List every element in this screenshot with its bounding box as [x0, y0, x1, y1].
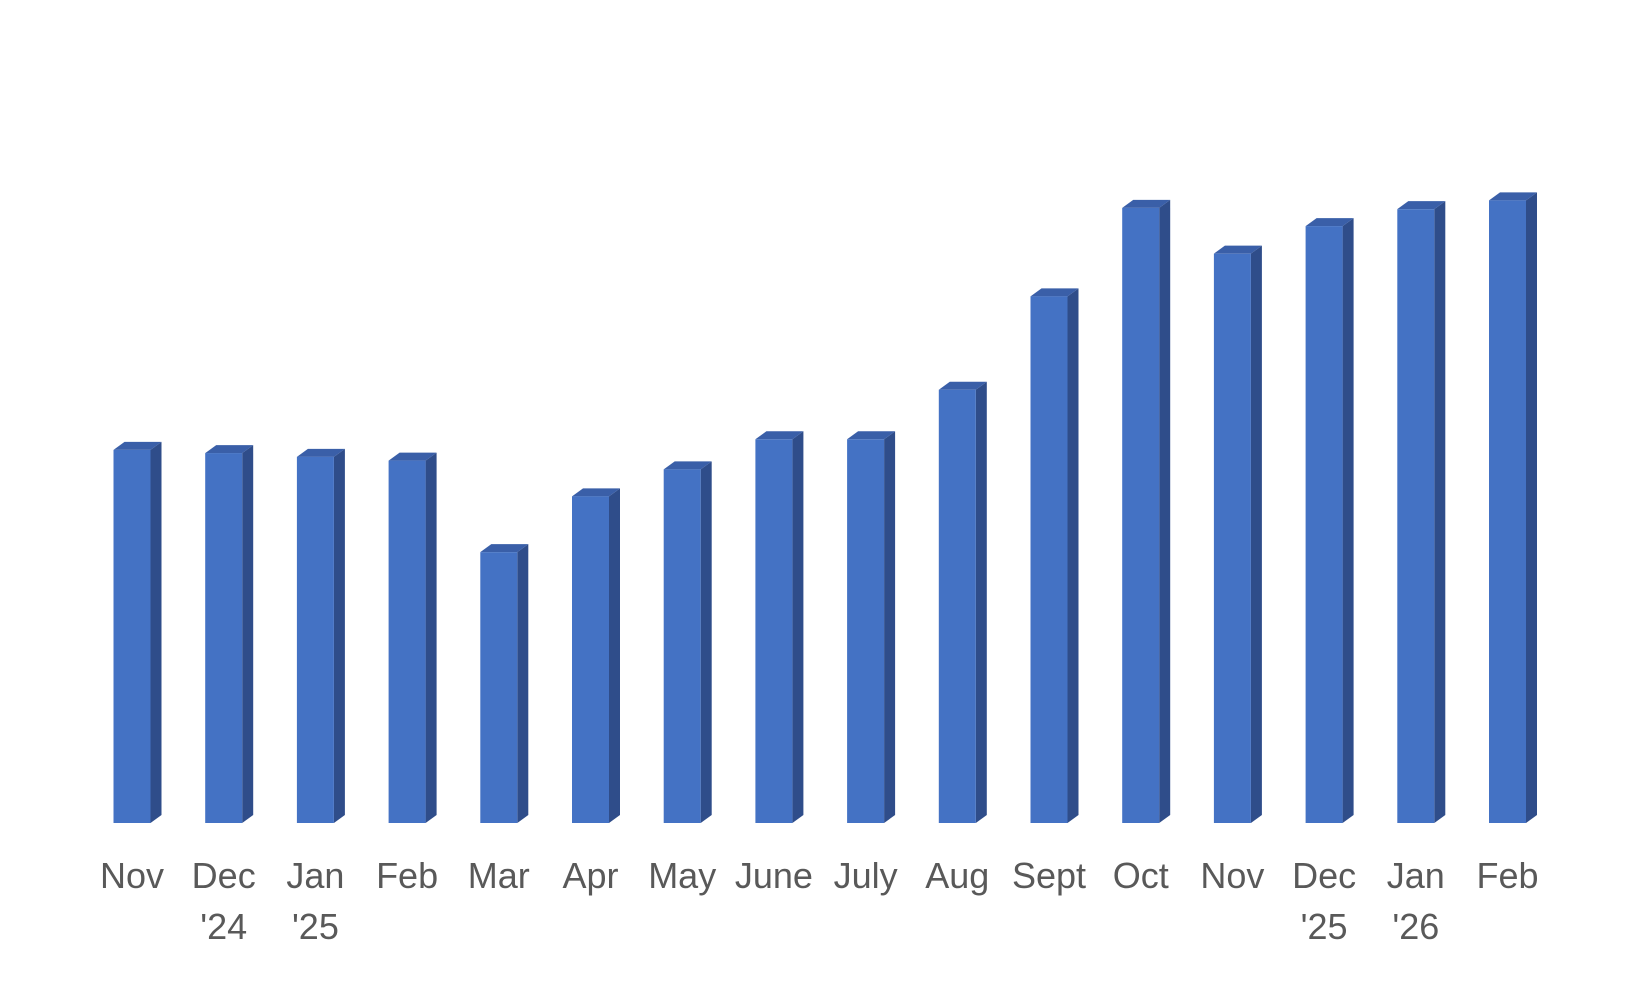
- x-tick-label: Aug: [925, 855, 989, 896]
- bar-top: [1213, 245, 1262, 254]
- bar-side: [1434, 201, 1446, 824]
- x-tick-label: June: [735, 855, 813, 896]
- bar: [388, 452, 437, 823]
- bar: [296, 448, 345, 823]
- bar-side: [150, 441, 162, 823]
- bar-side: [975, 381, 987, 823]
- bar: [1489, 192, 1537, 823]
- bar: [1397, 201, 1446, 824]
- bar-front: [1030, 296, 1068, 823]
- bar-front: [1305, 226, 1343, 823]
- bar-front: [388, 460, 426, 823]
- x-tick-label: Dec: [1292, 855, 1356, 896]
- bar-top: [1489, 192, 1537, 201]
- bar-front: [205, 453, 243, 823]
- bar-top: [205, 445, 254, 454]
- bar: [205, 445, 254, 823]
- bar-side: [1342, 218, 1354, 823]
- bar: [755, 431, 804, 823]
- x-tick-label-year: '26: [1392, 906, 1439, 947]
- bar-top: [296, 448, 345, 457]
- bar-side: [609, 488, 620, 823]
- bar-top: [755, 431, 804, 440]
- bar-front: [113, 449, 151, 823]
- bar-top: [938, 381, 987, 390]
- bar-top: [480, 544, 529, 553]
- bar-top: [572, 488, 620, 497]
- bar: [1305, 218, 1354, 823]
- bar: [480, 544, 529, 823]
- bar-front: [938, 389, 976, 823]
- bar-side: [425, 452, 437, 823]
- bar-front: [572, 496, 609, 823]
- bar: [663, 461, 712, 823]
- bar-top: [1030, 288, 1079, 297]
- bar-side: [884, 431, 896, 823]
- x-tick-label: Nov: [1200, 855, 1264, 896]
- bar: [1122, 199, 1171, 824]
- x-tick-label: Sept: [1012, 855, 1086, 896]
- bar-front: [296, 456, 334, 823]
- bar-side: [1159, 199, 1171, 824]
- bar-front: [480, 552, 518, 823]
- bar-front: [755, 439, 793, 823]
- bar: [847, 431, 896, 823]
- bar-side: [1526, 192, 1537, 823]
- x-tick-label: Feb: [376, 855, 438, 896]
- bar-side: [333, 448, 345, 823]
- bar-side: [792, 431, 804, 823]
- bar: [1030, 288, 1079, 823]
- x-tick-label-year: '24: [200, 906, 247, 947]
- bar-front: [663, 469, 701, 823]
- bar-front: [847, 439, 885, 823]
- x-tick-label: Oct: [1113, 855, 1169, 896]
- bar-front: [1489, 200, 1526, 823]
- bar-top: [388, 452, 437, 461]
- bar: [938, 381, 987, 823]
- bar: [1213, 245, 1262, 823]
- bar-top: [1305, 218, 1354, 227]
- bar-front: [1122, 207, 1160, 824]
- bar-side: [1250, 245, 1262, 823]
- x-tick-label-year: '25: [1301, 906, 1348, 947]
- x-tick-label-year: '25: [292, 906, 339, 947]
- bar-side: [700, 461, 712, 823]
- x-tick-label: Apr: [562, 855, 618, 896]
- x-tick-label: Feb: [1476, 855, 1538, 896]
- bar-front: [1213, 253, 1251, 823]
- x-tick-label: May: [648, 855, 716, 896]
- bar-side: [242, 445, 254, 823]
- x-tick-label: Mar: [468, 855, 530, 896]
- bar-front: [1397, 209, 1435, 824]
- bars-layer: [113, 192, 1537, 824]
- bar-top: [847, 431, 896, 440]
- bar-top: [1122, 199, 1171, 208]
- x-tick-label: Dec: [192, 855, 256, 896]
- x-tick-label: Jan: [286, 855, 344, 896]
- category-labels: Nov Dec '24 Jan '25 Feb Mar Apr May June July Aug Se…: [100, 855, 1539, 947]
- bar-top: [113, 441, 162, 450]
- bar-side: [1067, 288, 1079, 823]
- bar-top: [663, 461, 712, 470]
- x-tick-label: July: [834, 855, 898, 896]
- x-tick-label: Jan: [1387, 855, 1445, 896]
- bar-side: [517, 544, 529, 823]
- bar: [113, 441, 162, 823]
- bar: [572, 488, 620, 823]
- x-tick-label: Nov: [100, 855, 164, 896]
- bar-top: [1397, 201, 1446, 210]
